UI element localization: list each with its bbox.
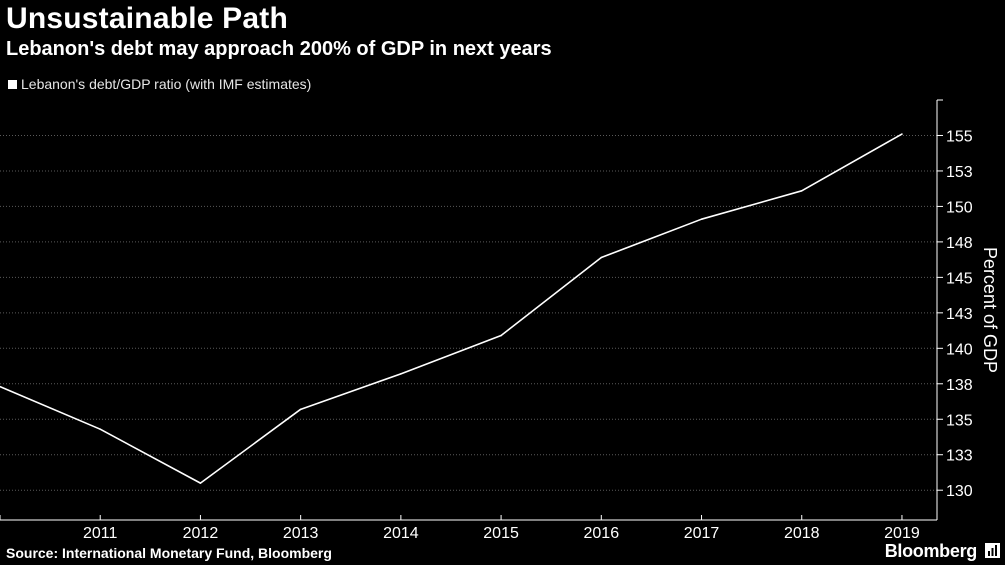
data-point bbox=[199, 482, 202, 484]
y-tick-label: 138 bbox=[946, 377, 973, 394]
x-tick-label: 2012 bbox=[183, 525, 219, 542]
source-note: Source: International Monetary Fund, Blo… bbox=[6, 545, 332, 561]
y-tick-label: 140 bbox=[946, 341, 973, 358]
y-tick-label: 143 bbox=[946, 306, 973, 323]
chart-subtitle: Lebanon's debt may approach 200% of GDP … bbox=[6, 38, 552, 60]
bloomberg-terminal-icon bbox=[985, 543, 1000, 558]
y-tick-label: 155 bbox=[946, 128, 973, 145]
data-point bbox=[700, 218, 703, 220]
data-point bbox=[800, 190, 803, 192]
data-point bbox=[400, 373, 402, 375]
x-tick-label: 2013 bbox=[283, 525, 319, 542]
x-tick-label: 2016 bbox=[584, 525, 620, 542]
x-axis: 2011 2012 2013 2014 2015 2016 2017 2018 2019 bbox=[0, 515, 937, 542]
chart-title: Unsustainable Path bbox=[6, 2, 288, 35]
y-tick-label: 130 bbox=[946, 483, 973, 500]
x-tick-label: 2014 bbox=[383, 525, 419, 542]
y-tick-label: 150 bbox=[946, 199, 973, 216]
y-axis-label: Percent of GDP bbox=[980, 247, 1000, 373]
y-tick-label: 133 bbox=[946, 448, 973, 465]
y-tick-label: 135 bbox=[946, 412, 973, 429]
legend: Lebanon's debt/GDP ratio (with IMF estim… bbox=[8, 76, 311, 92]
data-point bbox=[99, 428, 102, 430]
data-point bbox=[0, 385, 1, 388]
legend-swatch bbox=[8, 79, 17, 89]
legend-label: Lebanon's debt/GDP ratio (with IMF estim… bbox=[21, 76, 312, 92]
y-tick-label: 153 bbox=[946, 164, 973, 181]
x-tick-label: 2018 bbox=[784, 525, 820, 542]
x-tick-label: 2017 bbox=[684, 525, 720, 542]
y-axis: 130 133 135 138 140 143 145 148 150 153 155 bbox=[936, 99, 973, 520]
x-tick-label: 2019 bbox=[884, 525, 920, 542]
gridlines bbox=[0, 134, 937, 491]
series-line bbox=[0, 133, 903, 484]
y-tick-label: 145 bbox=[946, 270, 973, 287]
brand-logo: Bloomberg bbox=[884, 541, 978, 561]
data-point bbox=[901, 133, 903, 135]
x-tick-label: 2011 bbox=[83, 525, 118, 542]
series-lines bbox=[0, 133, 903, 484]
x-tick-label: 2015 bbox=[483, 525, 519, 542]
data-point bbox=[600, 256, 603, 259]
data-point bbox=[500, 334, 502, 337]
y-tick-label: 148 bbox=[946, 235, 973, 252]
data-point bbox=[299, 408, 302, 411]
